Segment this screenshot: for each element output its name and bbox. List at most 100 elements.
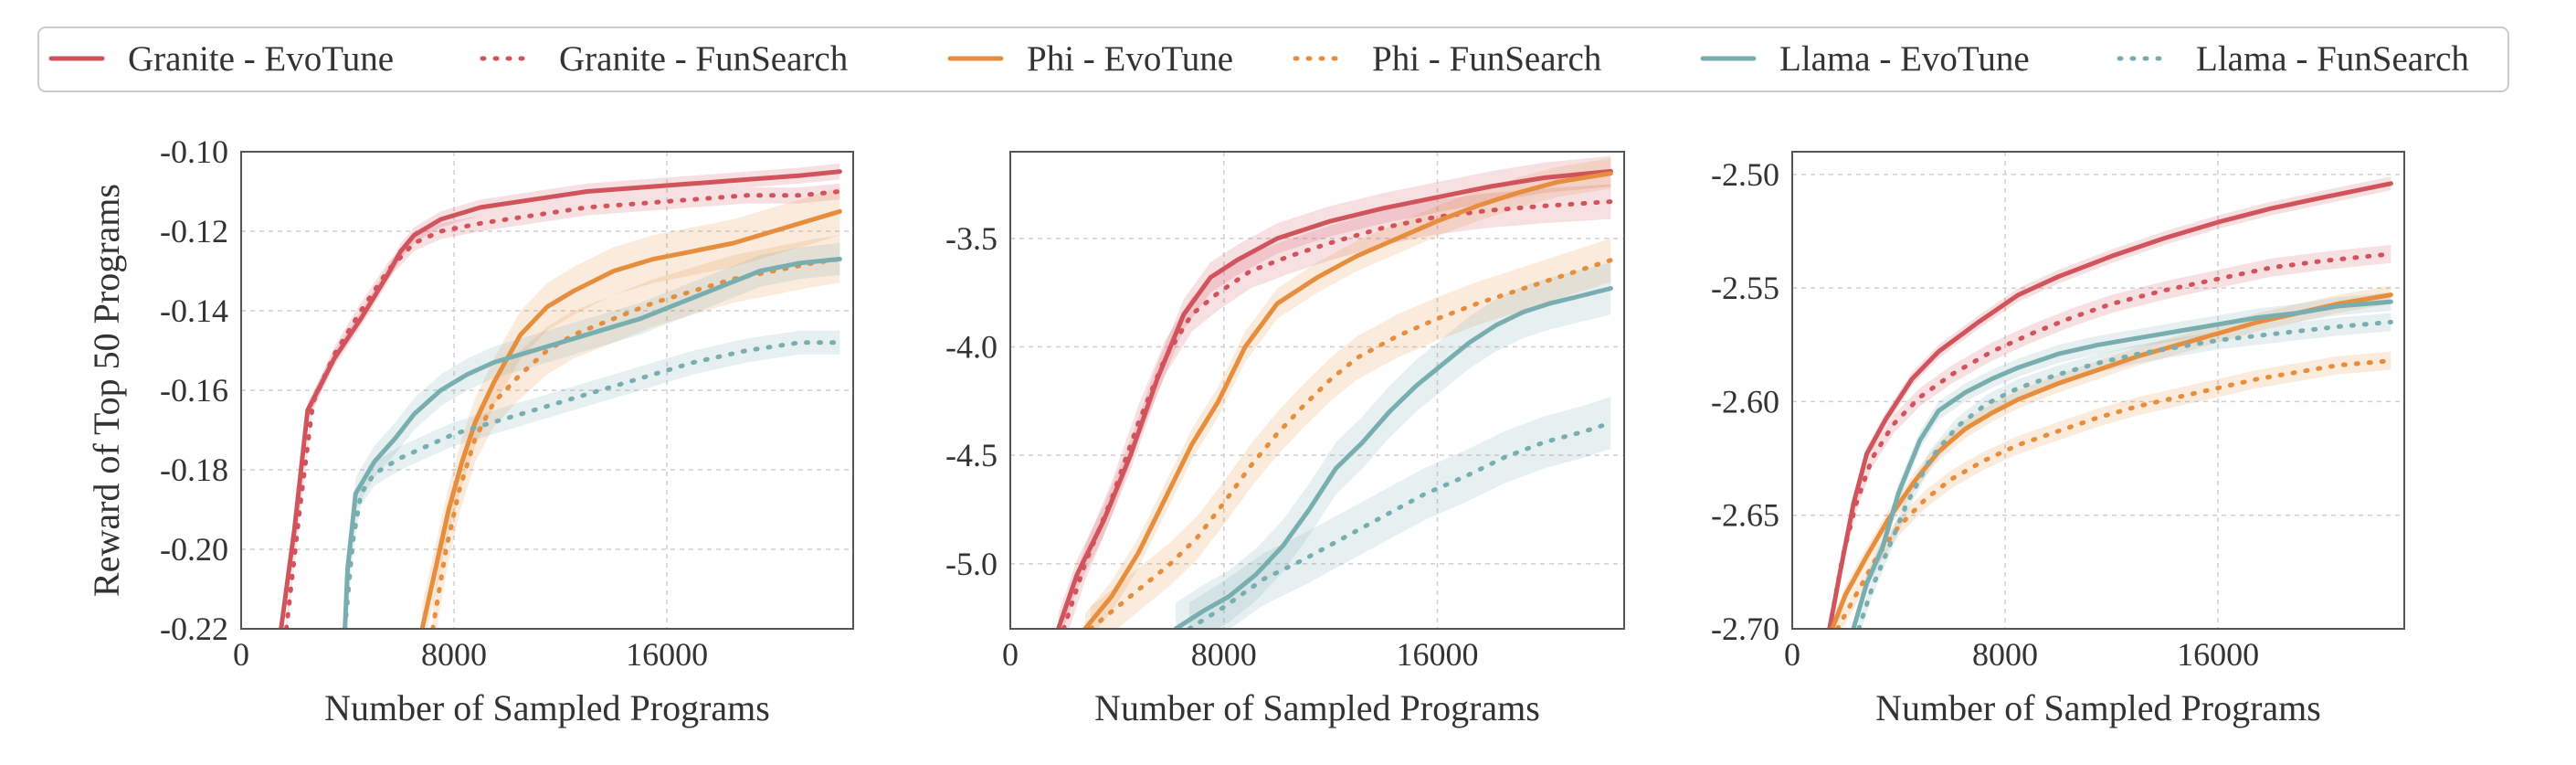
data-point-phi-evotune: [547, 306, 548, 307]
data-point-granite-funsearch: [2271, 267, 2272, 268]
series-line-llama-evotune: [1173, 286, 1613, 629]
data-point-llama-evotune: [839, 259, 840, 260]
data-point-llama-evotune: [560, 342, 561, 343]
data-point-phi-evotune: [1218, 400, 1219, 401]
data-point-phi-evotune: [1138, 553, 1139, 554]
data-point-llama-evotune: [467, 374, 468, 375]
data-point-phi-funsearch: [1951, 478, 1952, 479]
data-point-llama-evotune: [520, 354, 521, 355]
series-line-granite-funsearch: [1827, 251, 2393, 629]
data-point-granite-evotune: [2111, 256, 2112, 257]
x-tick-label: 16000: [2177, 636, 2259, 673]
axes-frame: [1009, 151, 1625, 630]
data-point-granite-funsearch: [1165, 357, 1166, 358]
panel-2: 0 8000 16000 -5.0 -4.5 -4.0 -3.5 Number of Samp…: [945, 151, 1625, 728]
series-line-llama-funsearch: [1187, 420, 1613, 629]
y-tick-label: -0.16: [160, 372, 228, 409]
data-point-llama-funsearch: [2058, 374, 2059, 375]
data-point-llama-funsearch: [1610, 422, 1611, 423]
data-point-llama-evotune: [440, 390, 441, 391]
data-point-granite-funsearch: [1437, 217, 1438, 218]
data-point-granite-funsearch: [1842, 556, 1843, 557]
data-point-granite-evotune: [307, 409, 308, 410]
data-point-granite-evotune: [1077, 574, 1078, 575]
data-point-llama-evotune: [720, 286, 721, 287]
band-granite-funsearch: [1063, 184, 1611, 629]
data-point-granite-evotune: [2058, 276, 2059, 277]
data-point-granite-evotune: [1544, 177, 1545, 178]
y-tick-label: -5.0: [945, 546, 998, 582]
data-point-phi-funsearch: [1557, 277, 1558, 278]
data-point-granite-funsearch: [533, 215, 534, 216]
data-point-phi-evotune: [1915, 481, 1916, 482]
data-point-llama-evotune: [1416, 386, 1417, 387]
band-phi-funsearch: [432, 235, 840, 629]
data-point-llama-funsearch: [533, 409, 534, 410]
data-point-llama-funsearch: [2257, 335, 2258, 336]
data-point-granite-evotune: [387, 274, 388, 275]
legend-label-phi-funsearch: Phi - FunSearch: [1372, 39, 1601, 79]
data-point-phi-funsearch: [2297, 372, 2298, 373]
data-point-granite-funsearch: [693, 199, 694, 200]
data-point-llama-funsearch: [1930, 458, 1931, 459]
data-point-llama-evotune: [2058, 354, 2059, 355]
data-point-llama-funsearch: [746, 350, 747, 351]
y-tick-label: -2.55: [1711, 270, 1779, 306]
series-layer: [1827, 176, 2393, 629]
data-point-phi-funsearch: [1898, 526, 1899, 527]
band-phi-evotune: [1084, 158, 1611, 629]
data-point-llama-funsearch: [1544, 441, 1545, 442]
data-point-granite-evotune: [1490, 186, 1491, 187]
data-point-granite-evotune: [2271, 208, 2272, 209]
data-point-granite-evotune: [1210, 277, 1211, 278]
data-point-phi-evotune: [1277, 303, 1278, 304]
data-point-phi-evotune: [1165, 498, 1166, 499]
series-line-llama-funsearch: [343, 340, 842, 629]
data-point-granite-funsearch: [2218, 279, 2219, 280]
data-point-llama-evotune: [1495, 324, 1496, 325]
data-point-granite-funsearch: [414, 243, 415, 244]
data-point-llama-funsearch: [2218, 340, 2219, 341]
data-point-phi-funsearch: [2178, 397, 2179, 398]
data-point-granite-funsearch: [1872, 458, 1873, 459]
data-point-granite-funsearch: [1490, 210, 1491, 211]
series-line-granite-evotune: [1827, 181, 2393, 629]
data-point-llama-evotune: [2178, 331, 2179, 332]
y-tick-label: -4.5: [945, 437, 998, 473]
data-point-granite-evotune: [414, 235, 415, 236]
data-point-granite-funsearch: [2071, 317, 2072, 318]
data-point-phi-evotune: [2018, 398, 2019, 399]
panel-1: 0 8000 16000 -0.22 -0.20 -0.18 -0.16 -0.14 -0.12…: [86, 133, 854, 728]
data-point-granite-evotune: [1938, 351, 1939, 352]
data-point-phi-evotune: [773, 231, 774, 232]
data-point-granite-evotune: [1866, 453, 1867, 454]
series-line-llama-funsearch: [1856, 319, 2393, 629]
data-point-llama-funsearch: [374, 473, 375, 474]
data-point-llama-funsearch: [799, 342, 800, 343]
data-point-phi-evotune: [1965, 429, 1966, 430]
y-tick-label: -0.10: [160, 133, 228, 170]
data-point-granite-funsearch: [1610, 201, 1611, 202]
data-point-phi-funsearch: [493, 402, 494, 403]
data-point-granite-evotune: [2164, 238, 2165, 239]
data-point-phi-evotune: [435, 568, 436, 569]
data-point-phi-funsearch: [1855, 594, 1856, 595]
x-tick-label: 8000: [1191, 636, 1257, 673]
data-point-llama-evotune: [640, 318, 641, 319]
data-point-llama-funsearch: [1887, 549, 1888, 550]
data-point-phi-funsearch: [1197, 537, 1198, 538]
data-point-phi-evotune: [1991, 412, 1992, 413]
data-point-phi-evotune: [1397, 238, 1398, 239]
data-point-llama-evotune: [1202, 611, 1203, 612]
data-point-granite-evotune: [2218, 222, 2219, 223]
data-point-phi-funsearch: [1330, 379, 1331, 380]
y-axis-label: Reward of Top 50 Programs: [86, 184, 127, 597]
y-tick-label: -0.14: [160, 292, 228, 329]
plot-area: [1792, 152, 2404, 629]
data-point-granite-evotune: [334, 358, 335, 359]
band-llama-evotune: [344, 243, 840, 629]
data-point-phi-evotune: [1517, 193, 1518, 194]
data-point-llama-evotune: [347, 568, 348, 569]
data-point-llama-evotune: [1576, 297, 1577, 298]
series-line-phi-evotune: [1830, 292, 2393, 629]
